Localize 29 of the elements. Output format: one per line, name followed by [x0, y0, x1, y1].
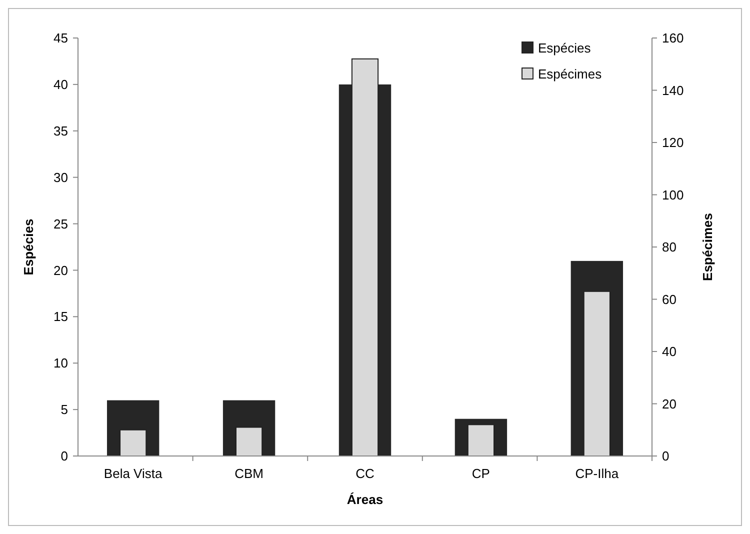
y-tick-label: 20	[54, 262, 68, 278]
y-tick-label: 15	[54, 309, 68, 324]
y-tick-label: 40	[54, 76, 68, 92]
y2-tick-label: 160	[662, 30, 684, 46]
y2-tick-label: 60	[662, 292, 676, 307]
y2-tick-label: 40	[662, 344, 676, 360]
legend-label: Espécimes	[538, 66, 602, 82]
y-tick-label: 35	[54, 123, 68, 138]
y2-axis-title: Espécimes	[700, 213, 715, 281]
y-tick-label: 45	[54, 30, 68, 46]
y2-tick-label: 100	[662, 187, 684, 202]
x-tick-label: CC	[356, 466, 374, 481]
x-tick-label: CP-Ilha	[575, 466, 620, 481]
y2-tick-label: 20	[662, 396, 676, 412]
x-axis-title: Áreas	[346, 492, 384, 507]
y-tick-label: 25	[54, 216, 68, 232]
y2-tick-label: 120	[662, 135, 684, 150]
y2-tick-label: 140	[662, 82, 684, 98]
x-tick-label: CBM	[234, 466, 264, 481]
x-tick-label: CP	[472, 466, 490, 481]
y2-tick-label: 0	[662, 448, 670, 464]
y-tick-label: 0	[60, 448, 68, 464]
y-tick-label: 5	[60, 402, 68, 418]
y-tick-label: 30	[54, 170, 68, 185]
y-tick-label: 10	[54, 356, 68, 371]
y-axis-title: Espécies	[21, 218, 36, 276]
x-tick-label: Bela Vista	[104, 466, 163, 481]
legend-label: Espécies	[538, 40, 592, 56]
y2-tick-label: 80	[662, 240, 676, 255]
